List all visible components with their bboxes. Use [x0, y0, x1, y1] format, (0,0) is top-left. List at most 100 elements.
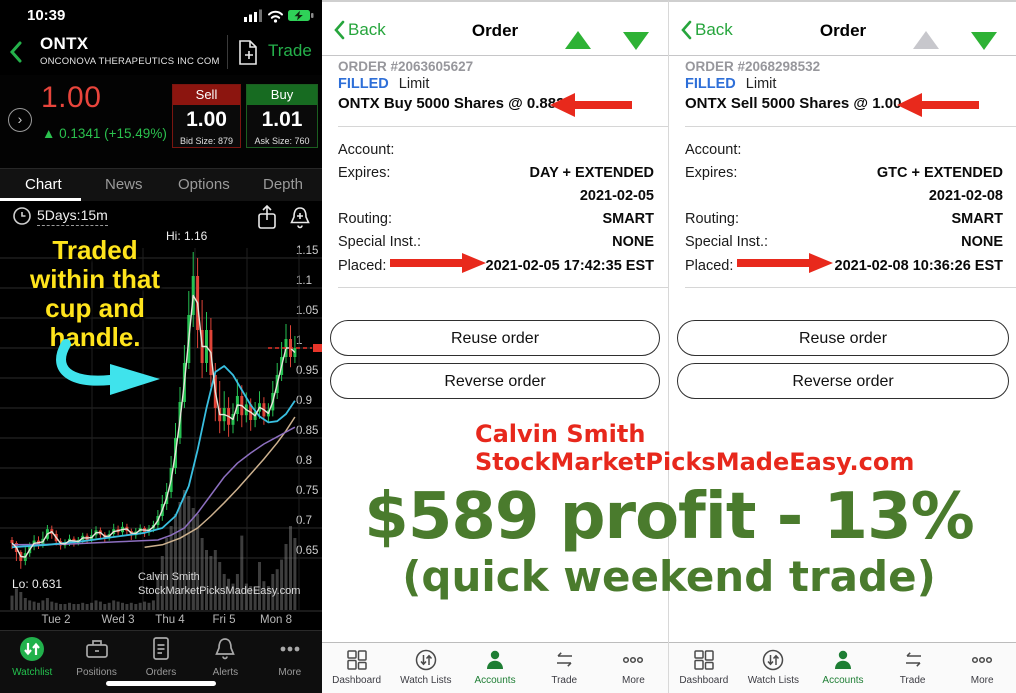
tab-depth[interactable]: Depth: [263, 176, 304, 193]
watch-lists-icon: [415, 649, 437, 671]
order-page-down-button[interactable]: [971, 32, 997, 50]
buy-button[interactable]: Buy 1.01 Ask Size: 760: [246, 84, 318, 148]
order-status-badge: FILLED: [685, 76, 736, 92]
nav-alerts[interactable]: Alerts: [193, 631, 257, 693]
nav-accounts[interactable]: Accounts: [808, 643, 878, 693]
divider: [227, 35, 228, 69]
svg-text:1.15: 1.15: [296, 245, 318, 257]
nav-watch-lists[interactable]: Watch Lists: [739, 643, 809, 693]
svg-text:StockMarketPicksMadeEasy.com: StockMarketPicksMadeEasy.com: [138, 585, 300, 597]
x-axis-label: Thu 4: [155, 614, 185, 626]
timeframe-label: 5Days:15m: [37, 207, 108, 226]
clock-time: 10:39: [27, 7, 66, 24]
order-page-up-button[interactable]: [913, 31, 939, 49]
trade-button[interactable]: Trade: [268, 41, 312, 60]
svg-text:0.7: 0.7: [296, 515, 312, 527]
stock-company-name: ONCONOVA THERAPEUTICS INC COM: [40, 56, 220, 67]
new-order-document-icon[interactable]: [237, 39, 259, 66]
x-axis-label: Tue 2: [41, 614, 71, 626]
detail-row: Account:: [338, 141, 395, 158]
x-axis-labels: Tue 2 Wed 3 Thu 4 Fri 5 Mon 8: [0, 612, 322, 630]
detail-row: Special Inst.: NONE: [338, 234, 654, 251]
highlight-arrow-right-icon: [737, 253, 833, 273]
cellular-signal-icon: [244, 9, 262, 22]
ask-price: 1.01: [261, 108, 303, 131]
order-status-badge: FILLED: [338, 76, 389, 92]
chart-area[interactable]: 1.151.11.0510.950.90.850.80.750.70.65Hi:…: [0, 200, 322, 612]
order-page-up-button[interactable]: [565, 31, 591, 49]
orders-document-icon: [153, 637, 169, 660]
nav-accounts[interactable]: Accounts: [460, 643, 529, 693]
home-indicator[interactable]: [106, 681, 216, 686]
nav-trade[interactable]: Trade: [530, 643, 599, 693]
status-bar: 10:39: [0, 0, 322, 30]
alert-bell-icon[interactable]: [288, 204, 312, 231]
dashboard-icon: [694, 650, 714, 670]
svg-text:0.75: 0.75: [296, 485, 318, 497]
reuse-order-button[interactable]: Reuse order: [330, 320, 660, 356]
active-tab-underline: [0, 198, 81, 201]
detail-row: 2021-02-08: [928, 187, 1003, 204]
detail-row: Routing: SMART: [338, 211, 654, 228]
more-dots-icon: [972, 656, 993, 664]
last-price: 1.00: [41, 81, 102, 114]
order-number: ORDER #2063605627: [338, 59, 474, 74]
nav-positions[interactable]: Positions: [64, 631, 128, 693]
tab-chart[interactable]: Chart: [25, 176, 62, 193]
nav-watch-lists[interactable]: Watch Lists: [391, 643, 460, 693]
order-summary: ONTX Sell 5000 Shares @ 1.00: [685, 95, 902, 112]
x-axis-label: Mon 8: [260, 614, 292, 626]
bid-size: Bid Size: 879: [179, 136, 234, 146]
order-details: Account: Expires: DAY + EXTENDED 2021-02-…: [338, 138, 654, 277]
detail-row: Placed: 2021-02-08 10:36:26 EST: [685, 257, 1003, 274]
share-icon[interactable]: [256, 204, 278, 231]
nav-more[interactable]: More: [947, 643, 1016, 693]
tab-options[interactable]: Options: [178, 176, 230, 193]
battery-charging-icon: [288, 10, 314, 21]
nav-watchlist[interactable]: Watchlist: [0, 631, 64, 693]
reuse-order-button[interactable]: Reuse order: [677, 320, 1009, 356]
tab-news[interactable]: News: [105, 176, 143, 193]
back-button[interactable]: Back: [334, 20, 386, 40]
page-title: Order: [471, 21, 519, 40]
nav-dashboard[interactable]: Dashboard: [322, 643, 391, 693]
svg-text:Calvin Smith: Calvin Smith: [138, 571, 200, 583]
timeframe-selector[interactable]: 5Days:15m: [12, 206, 108, 226]
nav-more[interactable]: More: [599, 643, 668, 693]
nav-trade[interactable]: Trade: [878, 643, 948, 693]
price-change: ▲ 0.1341 (+15.49%): [42, 126, 167, 141]
nav-dashboard[interactable]: Dashboard: [669, 643, 739, 693]
back-chevron-icon: [334, 20, 345, 40]
svg-text:0.9: 0.9: [296, 395, 312, 407]
back-button[interactable]: Back: [681, 20, 733, 40]
wifi-icon: [268, 10, 283, 23]
highlight-arrow-right-icon: [390, 253, 486, 273]
sell-button[interactable]: Sell 1.00 Bid Size: 879: [172, 84, 241, 148]
accounts-person-icon: [834, 650, 851, 669]
order-header: Back Order: [322, 14, 668, 55]
x-axis-label: Wed 3: [101, 614, 135, 626]
bottom-nav: Watchlist Positions Orders: [0, 630, 322, 693]
bottom-nav: Dashboard Watch Lists Accounts: [669, 642, 1016, 693]
expand-quote-button[interactable]: ›: [8, 108, 32, 132]
price-chart[interactable]: 1.151.11.0510.950.90.850.80.750.70.65Hi:…: [0, 200, 322, 612]
stock-symbol: ONTX: [40, 34, 89, 53]
reverse-order-button[interactable]: Reverse order: [330, 363, 660, 399]
back-icon[interactable]: [8, 40, 24, 64]
reverse-order-button[interactable]: Reverse order: [677, 363, 1009, 399]
detail-row: Expires: GTC + EXTENDED: [685, 164, 1003, 181]
sell-label: Sell: [173, 85, 240, 105]
trading-app-chart-screen: 10:39: [0, 0, 322, 693]
status-icons: [244, 9, 314, 23]
trade-arrows-icon: [905, 652, 921, 667]
bid-price: 1.00: [186, 108, 227, 131]
nav-more[interactable]: More: [258, 631, 322, 693]
timeframe-clock-icon: [13, 207, 31, 225]
svg-text:0.8: 0.8: [296, 455, 312, 467]
nav-orders[interactable]: Orders: [129, 631, 193, 693]
svg-text:1.05: 1.05: [296, 305, 318, 317]
detail-row: 2021-02-05: [579, 187, 654, 204]
order-page-down-button[interactable]: [623, 32, 649, 50]
svg-text:0.85: 0.85: [296, 425, 318, 437]
